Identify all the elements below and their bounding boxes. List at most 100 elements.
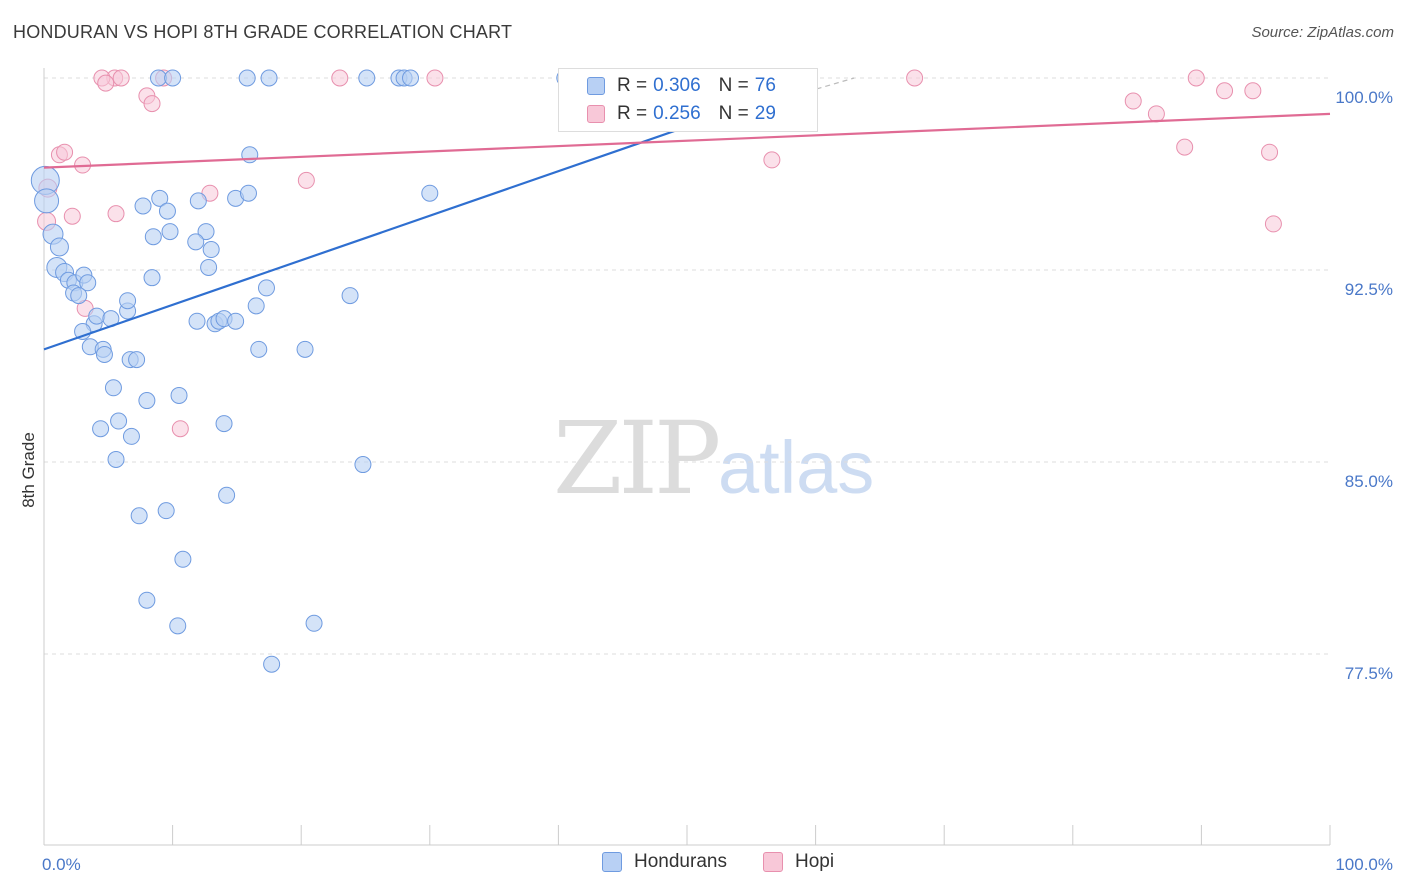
hondurans-point [143, 269, 161, 287]
hondurans-point [144, 228, 162, 246]
hondurans-point [170, 386, 188, 404]
hondurans-point [421, 184, 439, 202]
hondurans-point [247, 297, 265, 315]
n-label: N = [718, 103, 749, 124]
hondurans-point [34, 188, 60, 214]
hondurans-point [138, 392, 156, 410]
series-legend: Hondurans Hopi [0, 851, 1406, 879]
hopi-point [297, 171, 315, 189]
hondurans-point [341, 287, 359, 305]
stats-legend: R = 0.306 N = 76 R = 0.256 N = 29 [558, 68, 818, 132]
r-value: 0.306 [653, 75, 701, 96]
hopi-point [1244, 82, 1262, 100]
hondurans-point [149, 69, 167, 87]
hondurans-point [49, 237, 69, 257]
hopi-point [112, 69, 130, 87]
x-tick-label-min: 0.0% [42, 855, 81, 874]
hondurans-point [189, 192, 207, 210]
hondurans-point [187, 233, 205, 251]
y-tick-label: 92.5% [1345, 280, 1393, 299]
hopi-point [1216, 82, 1234, 100]
y-tick-label: 100.0% [1335, 88, 1393, 107]
hopi-point [1147, 105, 1165, 123]
hondurans-point [164, 69, 182, 87]
axes [43, 68, 1331, 846]
hondurans-point [250, 340, 268, 358]
x-tick-label-max: 100.0% [1335, 855, 1393, 874]
hopi-legend-swatch [763, 852, 783, 872]
hondurans-legend-swatch [602, 852, 622, 872]
hondurans-point [122, 427, 140, 445]
legend-row-hopi: R = 0.256 N = 29 [587, 101, 776, 127]
hopi-point [107, 205, 125, 223]
r-label: R = [617, 75, 648, 96]
n-label: N = [718, 75, 749, 96]
hopi-point [1124, 92, 1142, 110]
hondurans-swatch [587, 77, 605, 95]
hopi-point [331, 69, 349, 87]
hopi-point [1176, 138, 1194, 156]
hopi-point [1261, 143, 1279, 161]
hondurans-point [70, 287, 88, 305]
legend-row-hondurans: R = 0.306 N = 76 [587, 73, 776, 99]
hondurans-point [358, 69, 376, 87]
hondurans-point [119, 292, 137, 310]
hondurans-points [30, 69, 588, 673]
x-tick-labels: 0.0% 100.0% [42, 855, 1393, 874]
n-value: 29 [754, 103, 776, 124]
hondurans-point [169, 617, 187, 635]
hondurans-point [218, 486, 236, 504]
hopi-point [1264, 215, 1282, 233]
hopi-point [143, 95, 161, 113]
hopi-point [1187, 69, 1205, 87]
hondurans-point [104, 379, 122, 397]
hondurans-point [88, 307, 106, 325]
hondurans-point [200, 258, 218, 276]
hopi-trend-line [43, 112, 1331, 169]
hondurans-point [79, 274, 97, 292]
hondurans-point [157, 502, 175, 520]
watermark-zip: ZIP [553, 400, 721, 517]
hondurans-point [151, 189, 169, 207]
hondurans-point [95, 345, 113, 363]
legend-label: Hondurans [634, 851, 727, 872]
y-tick-label: 77.5% [1345, 664, 1393, 683]
gridlines [44, 77, 1330, 655]
hondurans-point [239, 184, 257, 202]
hopi-point [763, 151, 781, 169]
n-value: 76 [754, 75, 776, 96]
legend-item-hopi[interactable]: Hopi [763, 851, 834, 873]
hopi-point [906, 69, 924, 87]
watermark-atlas: atlas [718, 426, 875, 509]
hopi-point [63, 207, 81, 225]
hondurans-point [158, 202, 176, 220]
y-tick-label: 85.0% [1345, 472, 1393, 491]
hondurans-point [257, 279, 275, 297]
hondurans-point [197, 223, 215, 241]
chart-title: HONDURAN VS HOPI 8TH GRADE CORRELATION C… [13, 22, 513, 42]
hondurans-point [130, 507, 148, 525]
legend-item-hondurans[interactable]: Hondurans [602, 851, 727, 873]
hondurans-point [354, 456, 372, 474]
legend-label: Hopi [795, 851, 835, 872]
hondurans-point [238, 69, 256, 87]
hondurans-trend-line [43, 125, 688, 351]
hopi-swatch [587, 105, 605, 123]
hopi-point [56, 143, 74, 161]
hondurans-point [215, 415, 233, 433]
hondurans-point [402, 69, 420, 87]
hondurans-point [202, 241, 220, 259]
source-label: Source: ZipAtlas.com [1251, 24, 1394, 41]
hondurans-point [174, 550, 192, 568]
hondurans-point [107, 450, 125, 468]
hondurans-point [128, 351, 146, 369]
y-axis-label: 8th Grade [19, 432, 38, 508]
hondurans-point [296, 340, 314, 358]
hondurans-point [227, 312, 245, 330]
hondurans-point [161, 223, 179, 241]
r-label: R = [617, 103, 648, 124]
hopi-point [97, 74, 115, 92]
hondurans-point [241, 146, 259, 164]
hondurans-point [138, 591, 156, 609]
